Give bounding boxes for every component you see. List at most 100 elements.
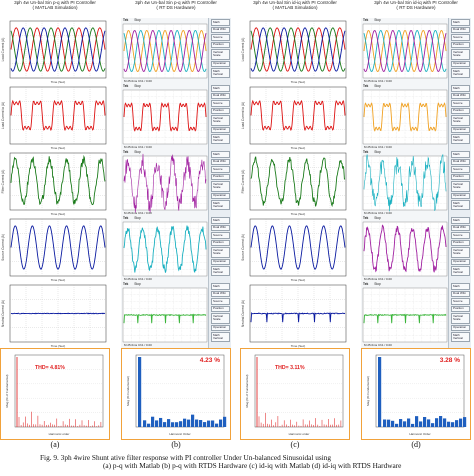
svg-text:Time (Sec): Time (Sec) [51,80,66,84]
scope-menu-item[interactable]: Dual Wfm [451,290,470,298]
scope-menu-item[interactable]: Math [451,85,470,92]
harmonic-bar [187,419,191,427]
scope-menu-item[interactable]: Source [211,298,230,305]
scope-menu-item[interactable]: Source [451,166,470,173]
scope-menu-item[interactable]: Math [451,151,470,158]
scope-menu-item[interactable]: Dual Wfm [211,224,230,232]
scope-menu-item[interactable]: Math Vertical [451,200,470,211]
scope-menu-item[interactable]: Vertical Scale [451,247,470,258]
harmonic-bar [191,414,195,427]
scope-menu-item[interactable]: Dual Wfm [211,92,230,100]
scope-menu-item[interactable]: Vertical Scale [451,49,470,60]
scope-menu-item[interactable]: Operation [451,192,470,200]
scope-menu-item[interactable]: Operation [451,60,470,68]
svg-text:Time (Sec): Time (Sec) [51,344,66,348]
scope-menu-item[interactable]: Vertical Scale [451,115,470,126]
scope-menu-item[interactable]: Position [211,41,230,49]
scope-menu-item[interactable]: Math [451,19,470,26]
scope-menu-item[interactable]: Math Vertical [211,266,230,277]
scope-menu-item[interactable]: Source [211,100,230,107]
scope-menu-item[interactable]: Position [211,239,230,247]
scope-menu-item[interactable]: Math Vertical [451,134,470,145]
scope-menu-item[interactable]: Math Vertical [211,68,230,79]
scope-menu-item[interactable]: Position [451,239,470,247]
scope-menu-item[interactable]: Vertical Scale [211,115,230,126]
scope-topbar: Tek Stop [361,18,381,23]
scope-menu-item[interactable]: Dual Wfm [211,158,230,166]
column-header-title: 3ph 4w Un-bal Sin id-iq with PI Controll… [374,0,458,5]
scope-menu-item[interactable]: Vertical Scale [211,181,230,192]
harmonic-bar [391,420,395,427]
thd-label: THD= 3.11% [275,365,305,371]
scope-menu-item[interactable]: Math [451,217,470,224]
scope-menu-item[interactable]: Vertical Scale [211,247,230,258]
harmonic-bar [215,423,219,427]
harmonic-plot-frame [14,354,104,428]
scope-menu-item[interactable]: Position [211,173,230,181]
scope-menu-item[interactable]: Math [211,151,230,158]
scope-menu-item[interactable]: Dual Wfm [451,224,470,232]
scope-menu-item[interactable]: Operation [211,60,230,68]
scope-menu-item[interactable]: Vertical Scale [211,313,230,324]
scope-menu-item[interactable]: Vertical Scale [451,181,470,192]
scope-menu-item[interactable]: Operation [451,258,470,266]
scope-menu-item[interactable]: Position [451,107,470,115]
scope-menu-item[interactable]: Math [451,283,470,290]
scope-menu-item[interactable]: Math Vertical [211,200,230,211]
harmonic-bar [459,418,463,427]
scope-menu: Math Dual Wfm Source Position Vertical Scale… [208,150,231,216]
waveform-trace [250,27,346,72]
scope-menu-item[interactable]: Operation [211,324,230,332]
scope-menu-item[interactable]: Math [211,283,230,290]
scope-menu-item[interactable]: Dual Wfm [451,158,470,166]
scope-menu-item[interactable]: Vertical Scale [211,49,230,60]
scope-run-state: Stop [374,84,381,88]
scope-menu-item[interactable]: Position [451,305,470,313]
waveform-trace [123,29,207,73]
scope-menu-item[interactable]: Dual Wfm [451,26,470,34]
scope-menu-item[interactable]: Source [451,232,470,239]
scope-menu-item[interactable]: Math Vertical [451,332,470,343]
scope-menu-item[interactable]: Math [211,217,230,224]
scope-menu-item[interactable]: Source [451,298,470,305]
scope-menu-item[interactable]: Operation [211,192,230,200]
scope-menu-item[interactable]: Math [211,85,230,92]
scope-run-state: Stop [374,18,381,22]
scope-brand: Tek [123,216,129,220]
scope-menu-item[interactable]: Vertical Scale [451,313,470,324]
harmonic-bar [155,420,159,427]
waveform-trace [10,27,106,72]
harmonic-bar [451,422,455,427]
scope-menu-item[interactable]: Dual Wfm [211,290,230,298]
scope-menu-item[interactable]: Math Vertical [211,134,230,145]
scope-menu-item[interactable]: Dual Wfm [451,92,470,100]
scope-menu-item[interactable]: Operation [451,324,470,332]
scope-menu-item[interactable]: Operation [211,258,230,266]
waveform-trace [123,313,207,324]
scope-menu-item[interactable]: Source [211,232,230,239]
figure-column-b: 3ph 4w Un-bal Sin p-q with PI Controller… [121,0,231,440]
harmonic-bar [463,417,467,427]
scope-menu-item[interactable]: Math Vertical [451,266,470,277]
scope-menu-item[interactable]: Source [451,100,470,107]
scope-menu-item[interactable]: Math Vertical [451,68,470,79]
scope-brand: Tek [363,282,369,286]
scope-menu-item[interactable]: Source [211,34,230,41]
scope-menu-item[interactable]: Operation [451,126,470,134]
scope-menu-item[interactable]: Position [211,107,230,115]
scope-menu-item[interactable]: Math Vertical [211,332,230,343]
scope-menu-item[interactable]: Position [451,41,470,49]
scope-menu-item[interactable]: Dual Wfm [211,26,230,34]
harmonic-xlabel: Harmonic Order [409,432,430,436]
scope-menu-item[interactable]: Source [451,34,470,41]
scope-menu-item[interactable]: Operation [211,126,230,134]
scope-menu-item[interactable]: Position [451,173,470,181]
waveform-trace [363,102,447,132]
scope-menu-item[interactable]: Source [211,166,230,173]
waveform-panel-1: Tek Stop Math Dual Wfm Source Position Vertica… [121,18,231,84]
scope-run-state: Stop [374,150,381,154]
scope-menu-item[interactable]: Math [211,19,230,26]
harmonic-bar [423,416,427,427]
scope-menu-item[interactable]: Position [211,305,230,313]
waveform-plot: Neutral Current (A) Time (Sec) [1,284,107,348]
